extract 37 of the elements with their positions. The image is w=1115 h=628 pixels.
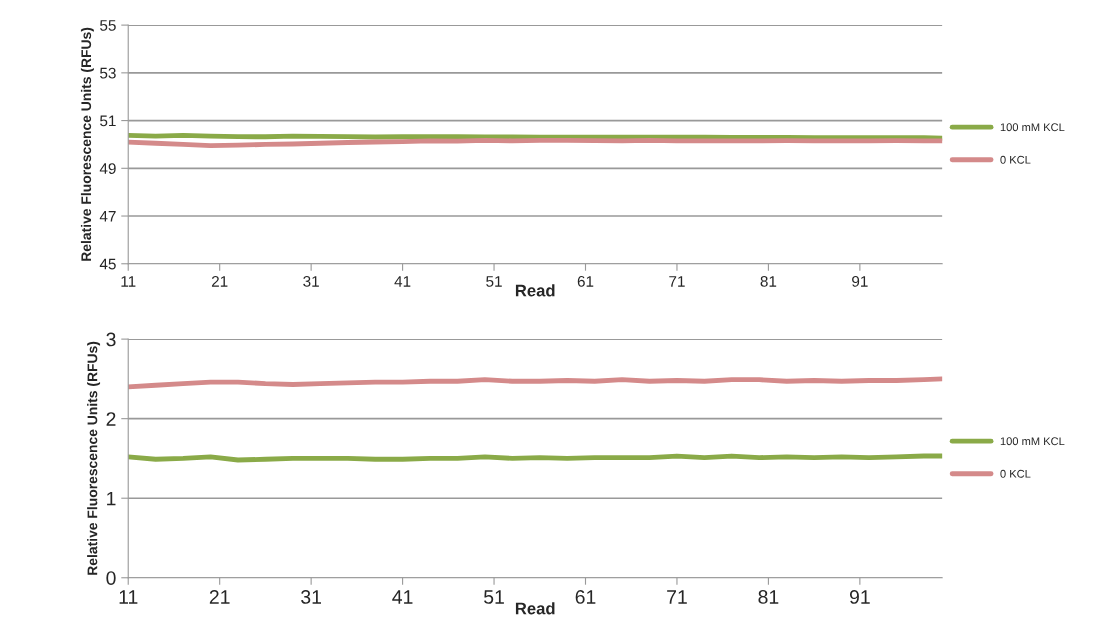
legend-label: 100 mM KCL — [1000, 437, 1065, 446]
x-axis-title: Read — [515, 602, 555, 615]
y-axis-title: Relative Fluorescence Units (RFUs) — [80, 27, 94, 261]
x-tick-label: 31 — [301, 590, 321, 604]
x-tick-label: 11 — [121, 276, 136, 287]
x-tick-label: 81 — [760, 275, 777, 287]
y-tick-label: 3 — [106, 332, 116, 347]
x-tick-label: 81 — [758, 590, 779, 604]
x-tick-label: 61 — [575, 590, 596, 604]
x-axis-title: Read — [515, 284, 555, 297]
x-tick-label: 41 — [394, 276, 411, 287]
x-tick-label: 71 — [667, 590, 687, 604]
y-tick-label: 53 — [100, 67, 116, 79]
legend-label: 0 KCL — [1000, 469, 1031, 478]
x-tick-label: 11 — [119, 590, 138, 604]
x-tick-label: 21 — [209, 590, 230, 604]
x-tick-label: 91 — [852, 275, 868, 287]
y-tick-label: 0 — [106, 571, 116, 585]
y-tick-label: 51 — [100, 115, 116, 127]
x-tick-label: 51 — [484, 590, 504, 604]
legend-label: 0 KCL — [1000, 155, 1031, 164]
y-tick-label: 45 — [99, 258, 116, 270]
x-tick-label: 91 — [849, 590, 870, 604]
y-tick-label: 47 — [99, 211, 116, 222]
y-tick-label: 55 — [100, 20, 116, 31]
legend-label: 100 mM KCL — [1000, 123, 1065, 132]
x-tick-label: 41 — [392, 590, 413, 604]
x-tick-label: 61 — [577, 275, 594, 287]
x-tick-label: 71 — [669, 276, 685, 287]
y-tick-label: 1 — [107, 491, 116, 506]
y-axis-title: Relative Fluorescence Units (RFUs) — [87, 341, 101, 575]
x-tick-label: 21 — [211, 275, 228, 287]
line-series — [128, 376, 943, 390]
y-tick-label: 2 — [106, 412, 116, 426]
y-tick-label: 49 — [99, 163, 116, 174]
x-tick-label: 51 — [486, 276, 502, 287]
x-tick-label: 31 — [303, 275, 319, 287]
